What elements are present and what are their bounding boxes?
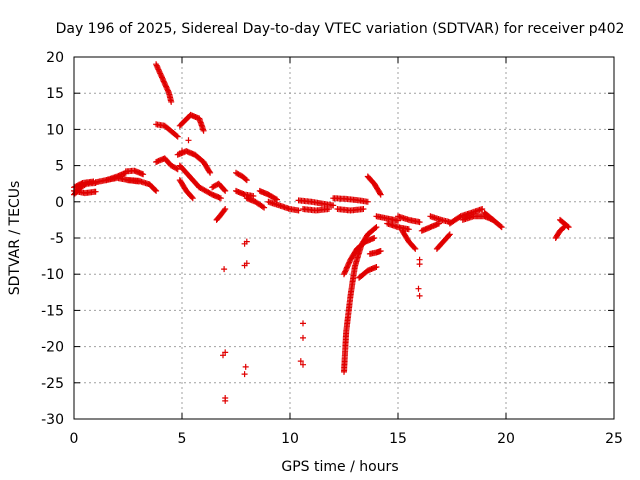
data-point: [416, 219, 423, 226]
data-point: [371, 235, 378, 241]
data-point: [188, 194, 195, 201]
data-point: [241, 371, 248, 378]
x-tick-label: 5: [178, 431, 187, 447]
x-axis-label: GPS time / hours: [281, 459, 398, 475]
data-point: [261, 204, 268, 211]
data-point: [479, 206, 486, 212]
data-point: [174, 133, 181, 140]
data-point: [330, 202, 337, 209]
data-point: [173, 132, 180, 139]
x-tick-label: 15: [389, 431, 407, 447]
data-point: [222, 397, 229, 404]
y-tick-label: -30: [41, 412, 64, 428]
data-point: [300, 334, 306, 341]
data-point: [405, 226, 412, 233]
data-point: [565, 224, 572, 231]
chart-title: Day 196 of 2025, Sidereal Day-to-day VTE…: [56, 21, 625, 37]
data-point: [243, 260, 250, 267]
y-tick-label: 10: [46, 122, 64, 138]
data-point: [243, 177, 250, 184]
data-point: [242, 176, 249, 183]
data-point: [498, 224, 505, 231]
data-point: [173, 165, 180, 172]
data-point: [297, 358, 304, 365]
y-axis-label: SDTVAR / TECUs: [7, 181, 23, 296]
data-point: [372, 225, 379, 231]
data-point: [272, 195, 279, 202]
data-point: [415, 285, 422, 292]
data-point: [412, 245, 419, 252]
data-point: [217, 195, 224, 202]
data-point: [377, 190, 383, 197]
data-point: [300, 361, 306, 368]
data-point: [207, 169, 214, 176]
data-point: [242, 363, 249, 370]
data-point: [222, 206, 229, 212]
y-tick-label: 0: [55, 195, 64, 211]
x-tick-label: 10: [281, 431, 299, 447]
data-point: [168, 98, 175, 105]
y-tick-label: 20: [46, 50, 64, 66]
data-point: [295, 207, 302, 214]
y-tick-label: 15: [46, 86, 64, 102]
data-point: [152, 187, 159, 193]
y-tick-label: -10: [41, 267, 64, 283]
data-point: [200, 127, 207, 134]
data-point: [153, 187, 160, 194]
data-point: [416, 292, 423, 299]
data-point: [185, 137, 192, 144]
data-point: [259, 203, 266, 210]
data-point: [92, 188, 99, 195]
x-tick-label: 0: [70, 431, 79, 447]
data-point: [564, 223, 571, 230]
axis-ticks: 0 5 10 15 20 25 -30 -25 -20 -15 -10 -5 0 5 10 15 20: [41, 50, 623, 447]
data-point: [446, 231, 453, 238]
data-point: [221, 266, 228, 273]
data-marks: [71, 61, 572, 404]
data-point: [189, 195, 196, 202]
data-point: [221, 186, 228, 193]
data-point: [140, 171, 147, 178]
data-point: [497, 223, 504, 230]
data-point: [221, 207, 228, 214]
data-point: [445, 232, 452, 239]
y-tick-label: -25: [41, 376, 64, 392]
data-point: [360, 206, 367, 212]
x-tick-label: 25: [605, 431, 623, 447]
data-point: [377, 191, 384, 198]
data-point: [411, 244, 418, 251]
y-tick-label: -5: [50, 231, 64, 247]
data-point: [560, 225, 567, 231]
data-point: [325, 206, 332, 212]
y-tick-label: 5: [55, 159, 64, 175]
x-tick-label: 20: [497, 431, 515, 447]
data-point: [377, 248, 384, 254]
data-point: [416, 261, 423, 268]
data-point: [222, 349, 229, 356]
data-point: [206, 168, 213, 175]
data-point: [300, 320, 306, 327]
data-point: [373, 224, 380, 231]
data-point: [373, 264, 380, 270]
data-point: [179, 148, 185, 155]
data-point: [243, 238, 250, 245]
data-point: [364, 198, 371, 205]
y-tick-label: -15: [41, 303, 64, 319]
y-tick-label: -20: [41, 340, 64, 356]
data-point: [222, 187, 229, 194]
